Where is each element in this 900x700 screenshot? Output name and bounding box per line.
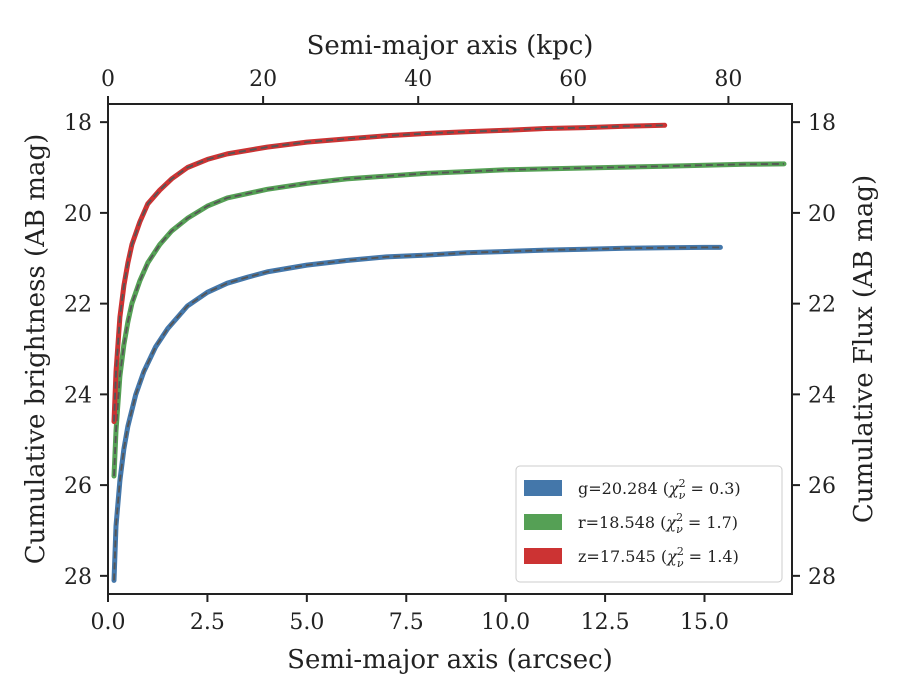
y-tick-label: 24 xyxy=(64,383,92,408)
right-tick-label: 20 xyxy=(808,202,836,227)
top-tick-label: 20 xyxy=(249,67,277,92)
x-tick-label: 0.0 xyxy=(91,610,126,635)
axes-frame xyxy=(107,103,793,595)
right-tick-label: 24 xyxy=(808,383,836,408)
legend-swatch xyxy=(524,480,562,496)
x-tick-label: 5.0 xyxy=(289,610,324,635)
legend-swatch xyxy=(524,548,562,564)
right-axis-ticks: 18 20 22 24 26 28 xyxy=(792,111,836,590)
x-tick-label: 2.5 xyxy=(190,610,225,635)
y-tick-label: 22 xyxy=(64,293,92,318)
legend-label: z=17.545 (χ2 ν = 1.4) xyxy=(578,545,739,570)
y-tick-label: 20 xyxy=(64,202,92,227)
right-tick-label: 26 xyxy=(808,474,836,499)
legend: g=20.284 (χ2 ν = 0.3) r=18.548 (χ2 ν = 1.7)… xyxy=(515,465,783,583)
legend-swatch xyxy=(524,514,562,530)
legend-label: g=20.284 (χ2 ν = 0.3) xyxy=(578,477,741,502)
top-axis-ticks: 0 20 40 60 80 xyxy=(101,67,742,104)
top-tick-label: 40 xyxy=(404,67,432,92)
top-axis-title: Semi-major axis (kpc) xyxy=(307,31,594,61)
right-axis-title: Cumulative Flux (AB mag) xyxy=(849,175,879,523)
legend-label: r=18.548 (χ2 ν = 1.7) xyxy=(578,511,738,536)
y-tick-label: 18 xyxy=(64,111,92,136)
right-tick-label: 18 xyxy=(808,111,836,136)
x-tick-label: 12.5 xyxy=(581,610,630,635)
x-axis-ticks: 0.0 2.5 5.0 7.5 10.0 12.5 15.0 xyxy=(91,594,729,635)
x-tick-label: 10.0 xyxy=(481,610,530,635)
y-tick-label: 26 xyxy=(64,474,92,499)
y-axis-title: Cumulative brightness (AB mag) xyxy=(21,134,51,565)
top-tick-label: 80 xyxy=(714,67,742,92)
series-line xyxy=(111,161,787,479)
model-line xyxy=(113,246,721,581)
x-tick-label: 7.5 xyxy=(389,610,424,635)
model-line xyxy=(113,124,665,422)
plot-lines xyxy=(111,122,787,583)
top-tick-label: 0 xyxy=(101,67,115,92)
legend-box xyxy=(515,465,783,583)
right-tick-label: 22 xyxy=(808,293,836,318)
top-tick-label: 60 xyxy=(559,67,587,92)
y-tick-label: 28 xyxy=(64,565,92,590)
model-line xyxy=(113,163,785,477)
x-tick-label: 15.0 xyxy=(680,610,729,635)
right-tick-label: 28 xyxy=(808,565,836,590)
y-axis-ticks: 18 20 22 24 26 28 xyxy=(64,111,108,590)
x-axis-title: Semi-major axis (arcsec) xyxy=(287,645,613,675)
